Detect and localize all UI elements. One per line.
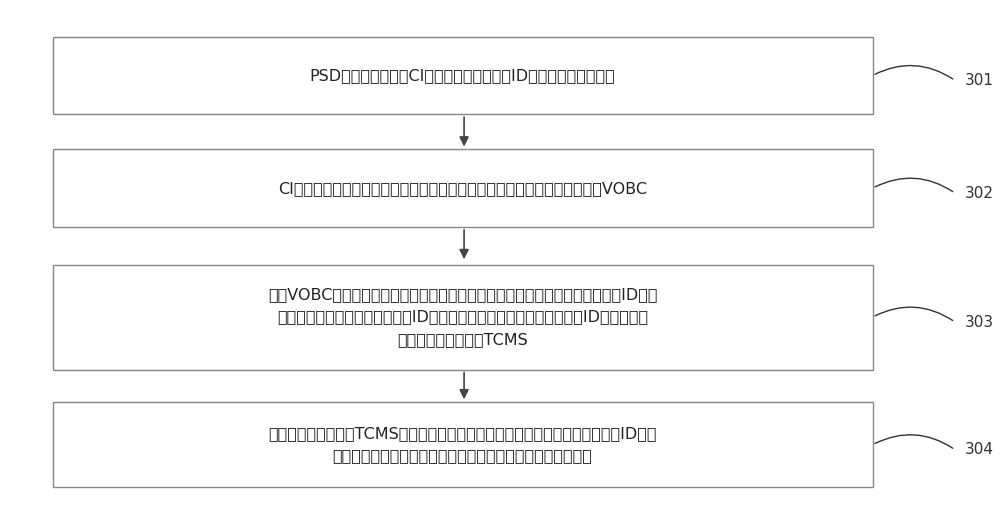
Text: PSD系统向本站台的CI发送包括故障屏蔽门ID号的屏蔽门故障信息: PSD系统向本站台的CI发送包括故障屏蔽门ID号的屏蔽门故障信息	[310, 68, 616, 83]
Text: 301: 301	[965, 73, 994, 88]
Text: 在列车进站后，车辆TCMS根据所述隔离车门信息，控制列车不开放与所述车门ID号对
应的列车车门，以实现屏蔽门故障时，将其对位列车车门隔离: 在列车进站后，车辆TCMS根据所述隔离车门信息，控制列车不开放与所述车门ID号对…	[268, 426, 657, 463]
FancyBboxPatch shape	[53, 149, 873, 227]
Text: 车载VOBC接收所述屏蔽门故障信息，根据所述屏蔽门故障信息中的故障屏蔽门ID号确
定与所述故障屏蔽门对应的车门ID号，并将所述故障屏蔽门对应的车门ID号作为隔离: 车载VOBC接收所述屏蔽门故障信息，根据所述屏蔽门故障信息中的故障屏蔽门ID号确…	[268, 288, 657, 347]
Text: 304: 304	[965, 442, 994, 457]
Text: CI接收所述屏蔽门故障信息，并将所述屏蔽门故障信息发送至待进站的车载VOBC: CI接收所述屏蔽门故障信息，并将所述屏蔽门故障信息发送至待进站的车载VOBC	[278, 181, 647, 195]
Text: 302: 302	[965, 186, 994, 201]
FancyBboxPatch shape	[53, 265, 873, 370]
FancyBboxPatch shape	[53, 37, 873, 115]
Text: 303: 303	[965, 315, 994, 330]
FancyBboxPatch shape	[53, 402, 873, 487]
